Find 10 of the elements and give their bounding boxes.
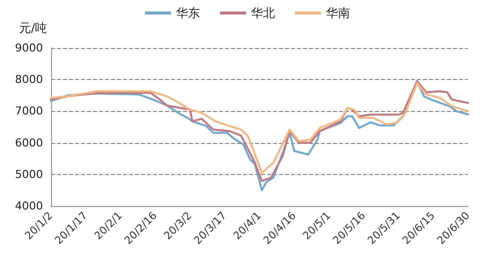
legend-label: 华南 [326,6,350,20]
legend-label: 华东 [176,6,200,20]
legend-label: 华北 [251,6,275,20]
y-tick-label: 7000 [15,104,43,118]
y-tick-label: 4000 [15,200,43,212]
y-tick-label: 8000 [15,73,43,86]
y-axis-title: 元/吨 [18,21,47,35]
y-tick-label: 5000 [15,168,43,181]
y-tick-label: 9000 [15,42,43,54]
y-tick-label: 6000 [15,136,43,150]
